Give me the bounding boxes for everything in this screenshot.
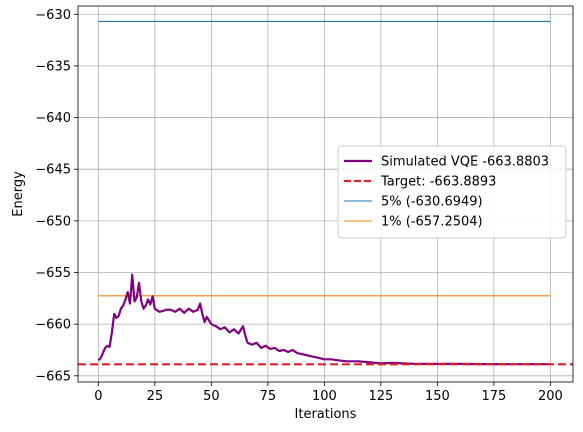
y-tick-label: −645 xyxy=(35,163,71,178)
x-axis-label: Iterations xyxy=(295,407,357,422)
y-tick-label: −635 xyxy=(35,59,71,74)
legend: Simulated VQE -663.8803 Target: -663.8893… xyxy=(337,145,567,239)
y-tick-label: −660 xyxy=(35,318,71,333)
y-tick-label: −665 xyxy=(35,369,71,384)
y-tick-label: −630 xyxy=(35,8,71,23)
x-tick-label: 0 xyxy=(94,389,102,404)
x-tick-label: 100 xyxy=(312,389,337,404)
plot-area-frame xyxy=(77,5,574,383)
x-tick-label: 75 xyxy=(260,389,277,404)
x-tick-label: 200 xyxy=(538,389,563,404)
y-tick-label: −655 xyxy=(35,266,71,281)
series-layer xyxy=(78,20,573,366)
y-tick-label: −650 xyxy=(35,214,71,229)
y-axis-label: Energy xyxy=(11,171,26,217)
legend-box xyxy=(337,145,567,239)
ticks: 0 25 50 75 100 125 150 175 200 −665 −660 −655 −650 −6… xyxy=(35,8,563,404)
x-tick-label: 50 xyxy=(203,389,220,404)
y-tick-label: −640 xyxy=(35,111,71,126)
x-tick-label: 125 xyxy=(368,389,393,404)
legend-label: Target: -663.8893 xyxy=(380,175,496,190)
x-tick-label: 150 xyxy=(425,389,450,404)
legend-label: 1% (-657.2504) xyxy=(381,215,483,230)
legend-label: Simulated VQE -663.8803 xyxy=(381,155,549,170)
legend-label: 5% (-630.6949) xyxy=(381,195,483,210)
series-line-simulated-vqe xyxy=(97,273,551,366)
grid xyxy=(78,6,573,382)
x-tick-label: 25 xyxy=(147,389,164,404)
x-tick-label: 175 xyxy=(481,389,506,404)
